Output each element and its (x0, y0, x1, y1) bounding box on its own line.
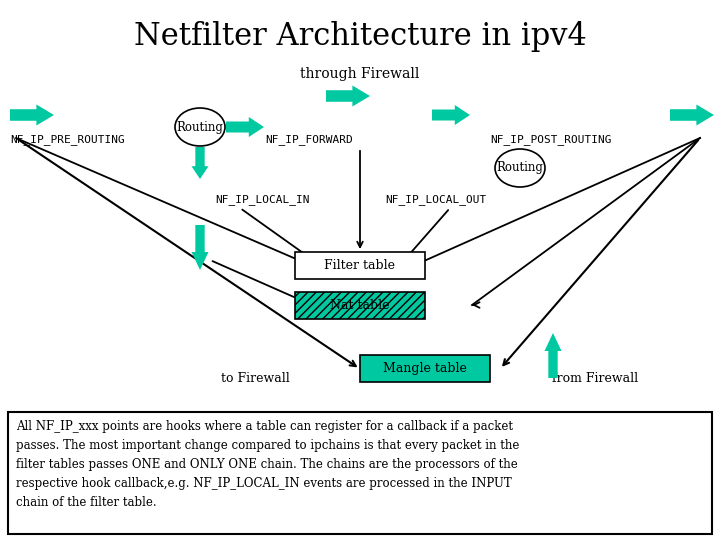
Text: Routing: Routing (176, 120, 223, 133)
Text: to Firewall: to Firewall (220, 372, 289, 384)
Polygon shape (10, 105, 54, 125)
Polygon shape (192, 147, 209, 179)
Text: NF_IP_FORWARD: NF_IP_FORWARD (265, 134, 353, 145)
Text: NF_IP_PRE_ROUTING: NF_IP_PRE_ROUTING (10, 134, 125, 145)
Text: Nat table: Nat table (330, 299, 390, 312)
Polygon shape (670, 105, 714, 125)
Text: NF_IP_LOCAL_OUT: NF_IP_LOCAL_OUT (385, 194, 486, 205)
Bar (360, 355, 490, 382)
Bar (8, 412, 712, 534)
Polygon shape (326, 85, 370, 106)
Text: Routing: Routing (497, 161, 544, 174)
Bar (295, 252, 425, 279)
Text: through Firewall: through Firewall (300, 67, 420, 81)
Text: All NF_IP_xxx points are hooks where a table can register for a callback if a pa: All NF_IP_xxx points are hooks where a t… (16, 420, 519, 509)
Text: NF_IP_LOCAL_IN: NF_IP_LOCAL_IN (215, 194, 310, 205)
Text: from Firewall: from Firewall (552, 372, 638, 384)
Bar (295, 292, 425, 319)
Polygon shape (432, 105, 470, 125)
Polygon shape (192, 225, 209, 270)
Text: Netfilter Architecture in ipv4: Netfilter Architecture in ipv4 (134, 21, 586, 51)
Polygon shape (226, 117, 264, 137)
Text: Mangle table: Mangle table (383, 362, 467, 375)
Polygon shape (544, 333, 562, 378)
Text: Filter table: Filter table (325, 259, 395, 272)
Text: NF_IP_POST_ROUTING: NF_IP_POST_ROUTING (490, 134, 611, 145)
